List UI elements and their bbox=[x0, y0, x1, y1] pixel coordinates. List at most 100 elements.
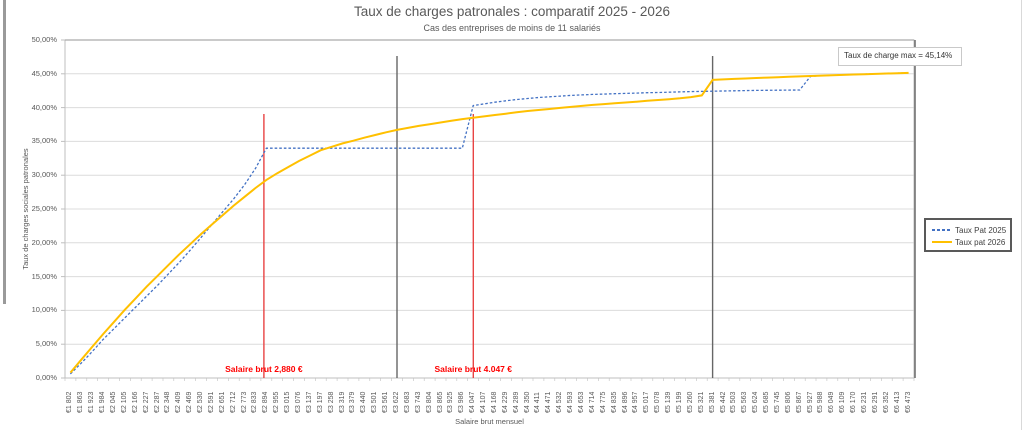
x-tick-label: €6 291 bbox=[871, 391, 879, 413]
x-tick-label: €5 260 bbox=[686, 391, 694, 413]
legend[interactable]: Taux Pat 2025 Taux pat 2026 bbox=[924, 218, 1012, 252]
max-rate-annotation[interactable]: Taux de charge max = 45,14% bbox=[838, 47, 962, 66]
legend-item-2026[interactable]: Taux pat 2026 bbox=[932, 236, 1010, 248]
vline-label-4047: Salaire brut 4.047 € bbox=[434, 364, 513, 374]
x-tick-label: €1 923 bbox=[88, 391, 96, 413]
chart-subtitle: Cas des entreprises de moins de 11 salar… bbox=[423, 23, 601, 33]
y-tick-label: 50,00% bbox=[31, 35, 57, 44]
x-tick-label: €4 835 bbox=[610, 391, 618, 413]
x-tick-label: €3 925 bbox=[447, 391, 455, 413]
x-tick-label: €4 775 bbox=[599, 391, 607, 413]
x-tick-label: €5 624 bbox=[752, 391, 760, 413]
x-tick-label: €5 927 bbox=[806, 391, 814, 413]
y-axis-title: Taux de charges sociales patronales bbox=[21, 148, 30, 270]
x-tick-label: €2 227 bbox=[142, 391, 150, 413]
x-tick-label: €3 622 bbox=[392, 391, 400, 413]
vline-label-2880: Salaire brut 2,880 € bbox=[225, 364, 303, 374]
x-tick-label: €4 714 bbox=[588, 391, 596, 413]
x-tick-label: €1 984 bbox=[99, 391, 107, 413]
x-tick-label: €3 865 bbox=[436, 391, 444, 413]
x-tick-label: €4 653 bbox=[578, 391, 586, 413]
x-tick-label: €3 804 bbox=[425, 391, 433, 413]
x-tick-label: €2 894 bbox=[262, 391, 270, 413]
x-tick-label: €2 591 bbox=[207, 391, 215, 413]
series-taux-pat-2025[interactable] bbox=[69, 72, 909, 375]
x-tick-label: €6 473 bbox=[904, 391, 912, 413]
x-tick-label: €6 413 bbox=[893, 391, 901, 413]
x-tick-label: €6 352 bbox=[882, 391, 890, 413]
x-tick-label: €4 047 bbox=[469, 391, 477, 413]
x-tick-label: €4 896 bbox=[621, 391, 629, 413]
x-tick-label: €3 743 bbox=[414, 391, 422, 413]
y-tick-label: 15,00% bbox=[31, 271, 57, 281]
x-tick-label: €3 015 bbox=[284, 391, 292, 413]
x-tick-label: €3 379 bbox=[349, 391, 357, 413]
right-edge-divider bbox=[1021, 0, 1022, 430]
legend-swatch-2026-solid-line bbox=[932, 241, 952, 243]
x-tick-label: €5 078 bbox=[654, 391, 662, 413]
x-tick-label: €5 806 bbox=[784, 391, 792, 413]
x-tick-label: €5 867 bbox=[795, 391, 803, 413]
y-tick-label: 30,00% bbox=[31, 170, 57, 180]
x-tick-label: €3 137 bbox=[305, 391, 313, 413]
y-tick-label: 45,00% bbox=[31, 68, 57, 78]
x-axis-title: Salaire brut mensuel bbox=[455, 417, 524, 426]
x-tick-label: €6 109 bbox=[839, 391, 847, 413]
x-tick-label: €1 863 bbox=[77, 391, 85, 413]
x-tick-label: €4 168 bbox=[490, 391, 498, 413]
x-tick-label: €3 683 bbox=[403, 391, 411, 413]
y-tick-label: 0,00% bbox=[35, 373, 57, 382]
x-tick-label: €5 381 bbox=[708, 391, 716, 413]
y-tick-label: 40,00% bbox=[31, 102, 57, 112]
x-tick-label: €2 409 bbox=[175, 391, 183, 413]
x-tick-label: €5 745 bbox=[773, 391, 781, 413]
y-tick-label: 10,00% bbox=[31, 305, 57, 315]
series-taux-pat-2026[interactable] bbox=[69, 71, 909, 374]
x-tick-label: €6 231 bbox=[861, 391, 869, 413]
x-tick-label: €2 287 bbox=[153, 391, 161, 413]
left-scrollbar[interactable] bbox=[3, 0, 6, 304]
x-tick-label: €4 532 bbox=[556, 391, 564, 413]
x-tick-label: €2 530 bbox=[197, 391, 205, 413]
x-tick-label: €4 593 bbox=[567, 391, 575, 413]
x-tick-label: €2 833 bbox=[251, 391, 259, 413]
x-tick-label: €3 258 bbox=[327, 391, 335, 413]
y-tick-label: 25,00% bbox=[31, 204, 57, 213]
x-tick-label: €3 986 bbox=[458, 391, 466, 413]
x-tick-label: €6 049 bbox=[828, 391, 836, 413]
x-tick-label: €2 955 bbox=[273, 391, 281, 413]
x-tick-label: €5 988 bbox=[817, 391, 825, 413]
x-tick-label: €5 321 bbox=[697, 391, 705, 413]
x-tick-label: €3 197 bbox=[316, 391, 324, 413]
x-tick-label: €3 501 bbox=[371, 391, 379, 413]
x-tick-label: €4 411 bbox=[534, 392, 542, 413]
x-tick-label: €4 350 bbox=[523, 391, 531, 413]
legend-swatch-2025-dashed-line bbox=[932, 229, 952, 231]
x-tick-label: €3 440 bbox=[360, 391, 368, 413]
x-tick-label: €5 017 bbox=[643, 391, 651, 413]
x-tick-label: €5 139 bbox=[665, 391, 673, 413]
legend-item-2025[interactable]: Taux Pat 2025 bbox=[932, 224, 1010, 236]
x-tick-label: €3 319 bbox=[338, 391, 346, 413]
legend-label-2026: Taux pat 2026 bbox=[955, 237, 1006, 247]
x-tick-label: €5 442 bbox=[719, 391, 727, 413]
chart-title: Taux de charges patronales : comparatif … bbox=[354, 4, 670, 19]
x-tick-label: €1 802 bbox=[66, 391, 74, 413]
x-tick-label: €2 469 bbox=[186, 391, 194, 413]
x-tick-label: €5 685 bbox=[763, 391, 771, 413]
x-tick-label: €2 773 bbox=[240, 391, 248, 413]
x-tick-label: €2 045 bbox=[109, 391, 117, 413]
x-tick-label: €2 712 bbox=[229, 391, 237, 413]
x-tick-label: €2 166 bbox=[131, 391, 139, 413]
x-tick-label: €3 076 bbox=[295, 391, 303, 413]
x-tick-label: €5 563 bbox=[741, 391, 749, 413]
x-tick-label: €4 229 bbox=[501, 391, 509, 413]
x-tick-label: €4 471 bbox=[545, 391, 553, 413]
x-tick-label: €2 348 bbox=[164, 391, 172, 413]
x-tick-label: €4 107 bbox=[480, 391, 488, 413]
x-tick-label: €5 199 bbox=[675, 391, 683, 413]
y-tick-label: 20,00% bbox=[31, 237, 57, 247]
x-tick-label: €5 503 bbox=[730, 391, 738, 413]
